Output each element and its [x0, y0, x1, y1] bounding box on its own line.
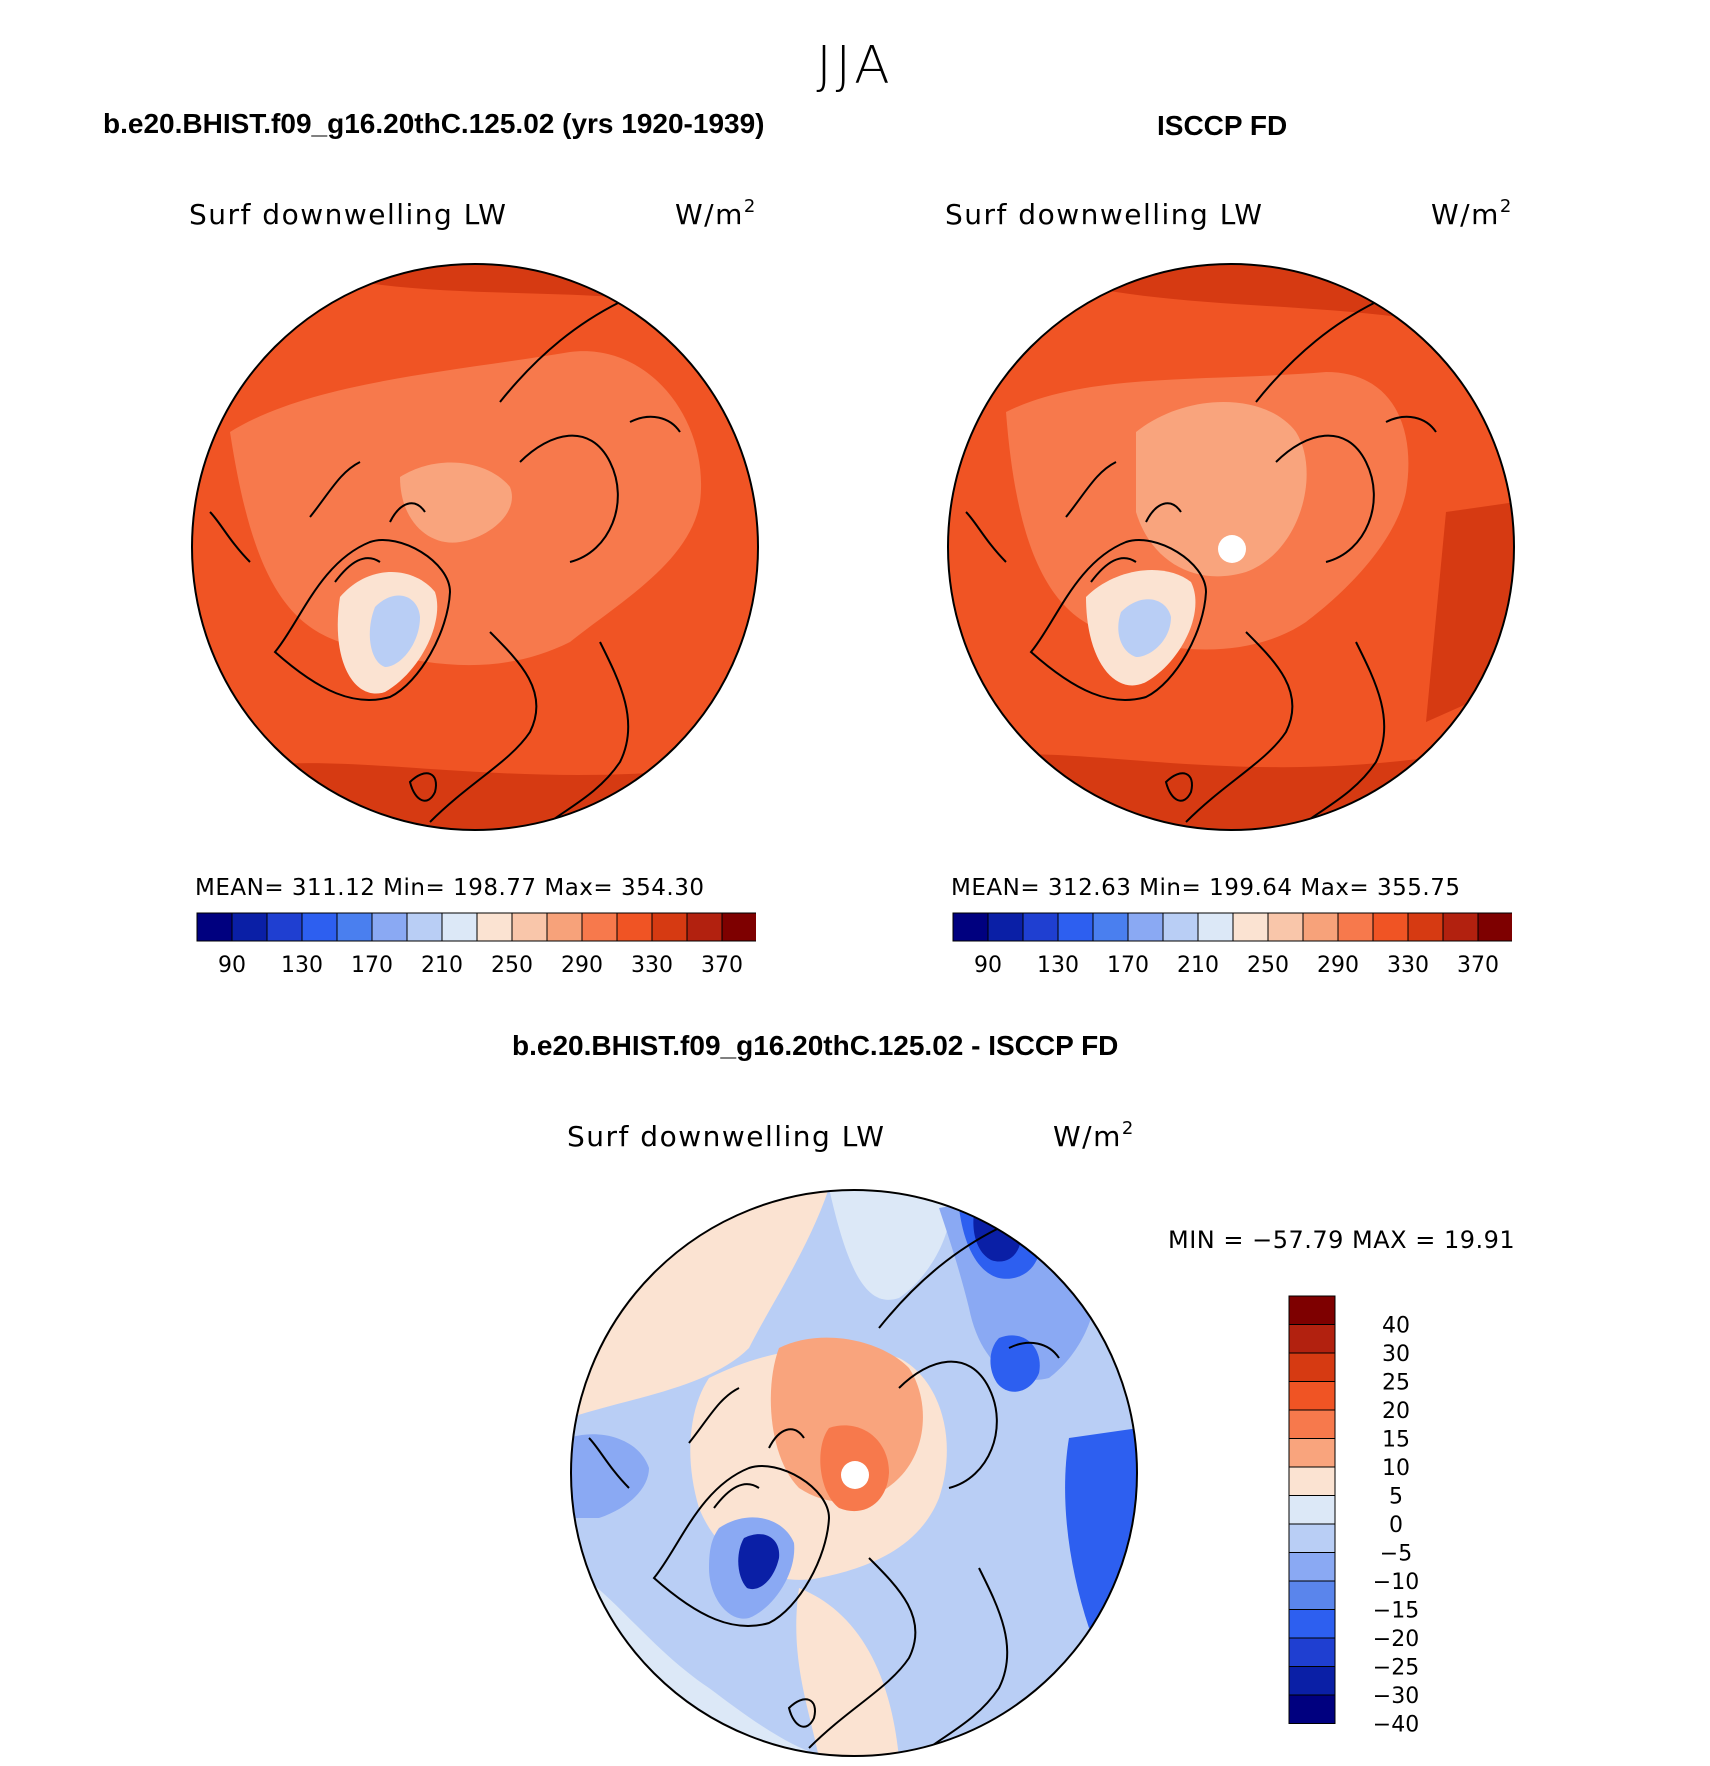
colorbar-tick-label: −25 — [1373, 1656, 1419, 1681]
colorbar-swatch — [952, 912, 989, 942]
colorbar-tick-label: 290 — [561, 953, 603, 978]
colorbar-swatch — [1162, 912, 1199, 942]
colorbar-tick-label: 0 — [1389, 1513, 1403, 1538]
colorbar-tick-label: −20 — [1373, 1627, 1419, 1652]
diff-colorbar: 40 30 25 20 15 10 5 0 −5 −10 −15 −20 −25 −30 −40 — [1288, 1295, 1419, 1736]
colorbar-swatch — [511, 912, 548, 942]
colorbar-swatch — [1232, 912, 1269, 942]
colorbar-swatch — [1442, 912, 1479, 942]
colorbar-swatch — [1288, 1409, 1336, 1439]
colorbar-swatch — [1288, 1523, 1336, 1553]
obs-panel-title: ISCCP FD — [1157, 110, 1288, 141]
colorbar-swatch — [1267, 912, 1304, 942]
colorbar-swatch — [336, 912, 373, 942]
colorbar-tick-label: 370 — [701, 953, 743, 978]
colorbar-tick-label: 90 — [974, 953, 1002, 978]
model-stats: MEAN= 311.12 Min= 198.77 Max= 354.30 — [195, 875, 705, 901]
obs-stats: MEAN= 312.63 Min= 199.64 Max= 355.75 — [951, 875, 1461, 901]
colorbar-tick-label: 250 — [491, 953, 533, 978]
colorbar-swatch — [476, 912, 513, 942]
diff-polar-map — [570, 1189, 1138, 1757]
obs-polar-map — [947, 263, 1515, 831]
colorbar-swatch — [1288, 1295, 1336, 1325]
colorbar-swatch — [1288, 1637, 1336, 1667]
diff-panel-title: b.e20.BHIST.f09_g16.20thC.125.02 - ISCCP… — [512, 1030, 1119, 1061]
colorbar-swatch — [1288, 1666, 1336, 1696]
diff-units-label: W/m2 — [1053, 1118, 1135, 1153]
colorbar-tick-label: 25 — [1382, 1371, 1410, 1396]
colorbar-tick-label: −15 — [1373, 1599, 1419, 1624]
colorbar-tick-label: −5 — [1380, 1542, 1412, 1567]
colorbar-tick-label: 130 — [1037, 953, 1079, 978]
colorbar-swatch — [441, 912, 478, 942]
obs-colorbar: 90 130 170 210 250 290 330 370 — [952, 912, 1512, 978]
model-polar-map — [191, 263, 759, 831]
obs-variable-label: Surf downwelling LW — [945, 198, 1264, 231]
colorbar-swatch — [1127, 912, 1164, 942]
colorbar-tick-label: 15 — [1382, 1428, 1410, 1453]
diff-variable-label: Surf downwelling LW — [567, 1120, 886, 1153]
model-panel-title: b.e20.BHIST.f09_g16.20thC.125.02 (yrs 19… — [103, 108, 765, 139]
colorbar-swatch — [1288, 1694, 1336, 1724]
colorbar-swatch — [1477, 912, 1512, 942]
colorbar-tick-label: 30 — [1382, 1342, 1410, 1367]
colorbar-tick-label: 210 — [421, 953, 463, 978]
colorbar-tick-label: 250 — [1247, 953, 1289, 978]
colorbar-swatch — [1407, 912, 1444, 942]
colorbar-swatch — [301, 912, 338, 942]
colorbar-swatch — [1092, 912, 1129, 942]
colorbar-tick-label: 130 — [281, 953, 323, 978]
colorbar-swatch — [1288, 1381, 1336, 1411]
colorbar-swatch — [406, 912, 443, 942]
colorbar-swatch — [1022, 912, 1059, 942]
colorbar-tick-label: 330 — [1387, 953, 1429, 978]
model-variable-label: Surf downwelling LW — [189, 198, 508, 231]
colorbar-swatch — [266, 912, 303, 942]
colorbar-tick-label: −10 — [1373, 1570, 1419, 1595]
colorbar-swatch — [1288, 1609, 1336, 1639]
colorbar-swatch — [1197, 912, 1234, 942]
colorbar-tick-label: 90 — [218, 953, 246, 978]
model-colorbar: 90 130 170 210 250 290 330 370 — [196, 912, 756, 978]
colorbar-swatch — [686, 912, 723, 942]
colorbar-tick-label: 290 — [1317, 953, 1359, 978]
colorbar-swatch — [546, 912, 583, 942]
colorbar-swatch — [1288, 1466, 1336, 1496]
colorbar-swatch — [1288, 1438, 1336, 1468]
colorbar-tick-label: 330 — [631, 953, 673, 978]
colorbar-swatch — [581, 912, 618, 942]
colorbar-swatch — [1337, 912, 1374, 942]
colorbar-tick-label: 5 — [1389, 1485, 1403, 1510]
colorbar-tick-label: 20 — [1382, 1399, 1410, 1424]
obs-units-label: W/m2 — [1431, 196, 1513, 231]
colorbar-tick-label: 370 — [1457, 953, 1499, 978]
colorbar-tick-label: 40 — [1382, 1314, 1410, 1339]
colorbar-swatch — [371, 912, 408, 942]
colorbar-swatch — [1288, 1580, 1336, 1610]
colorbar-swatch — [1288, 1324, 1336, 1354]
colorbar-tick-label: 210 — [1177, 953, 1219, 978]
colorbar-swatch — [1302, 912, 1339, 942]
season-title: JJA — [816, 36, 894, 96]
colorbar-tick-label: −30 — [1373, 1684, 1419, 1709]
colorbar-swatch — [1057, 912, 1094, 942]
colorbar-swatch — [1288, 1352, 1336, 1382]
colorbar-swatch — [1288, 1495, 1336, 1525]
colorbar-swatch — [987, 912, 1024, 942]
colorbar-swatch — [1288, 1552, 1336, 1582]
colorbar-tick-label: −40 — [1373, 1713, 1419, 1736]
colorbar-swatch — [651, 912, 688, 942]
colorbar-swatch — [231, 912, 268, 942]
colorbar-tick-label: 170 — [351, 953, 393, 978]
colorbar-tick-label: 10 — [1382, 1456, 1410, 1481]
colorbar-tick-label: 170 — [1107, 953, 1149, 978]
colorbar-swatch — [196, 912, 233, 942]
colorbar-swatch — [616, 912, 653, 942]
colorbar-swatch — [1372, 912, 1409, 942]
diff-minmax: MIN = −57.79 MAX = 19.91 — [1168, 1226, 1516, 1254]
model-units-label: W/m2 — [675, 196, 757, 231]
colorbar-swatch — [721, 912, 756, 942]
